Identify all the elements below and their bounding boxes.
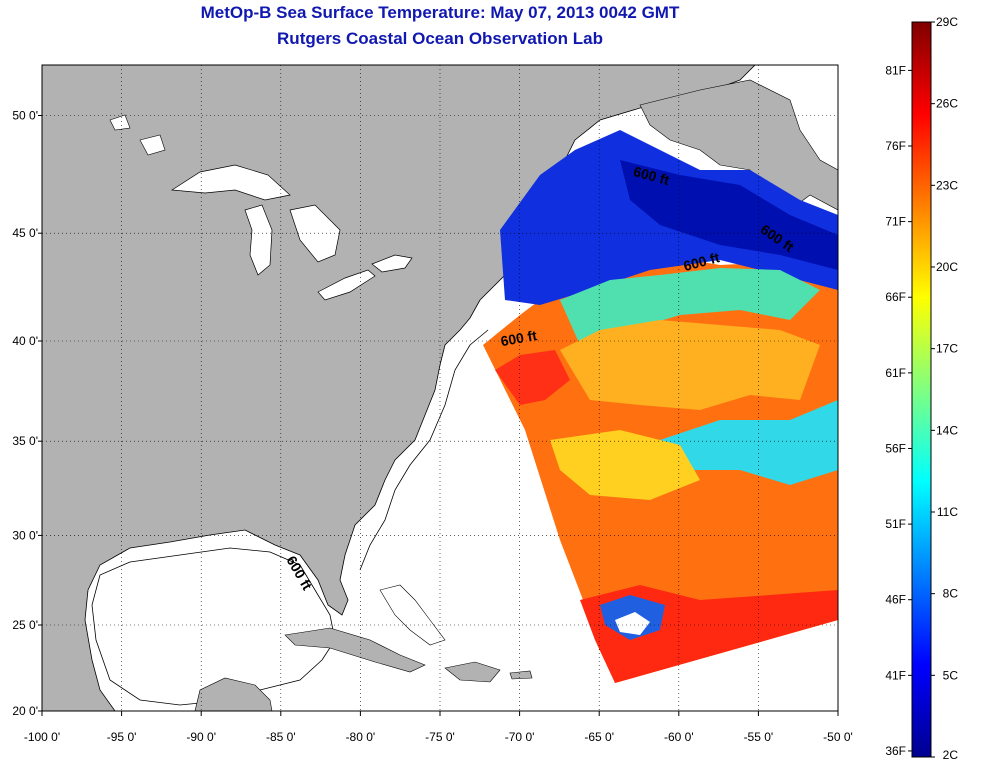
lake-erie [317, 269, 376, 301]
bahamas-banks [379, 584, 446, 646]
sst-mid-atlantic-red [495, 350, 570, 405]
sst-cloud-patch [615, 612, 650, 635]
lat-tick-label: 20 0' [12, 704, 38, 718]
lat-tick-label: 25 0' [12, 618, 38, 632]
hudson-bay-edge [109, 114, 166, 156]
land-puerto-rico [509, 670, 533, 680]
map-subtitle: Rutgers Coastal Ocean Observation Lab [277, 29, 603, 48]
colorbar-ticks: 29C 26C 23C 20C 17C 14C 11C 8C 5C 2C 81F 76F 71F 66F 6… [885, 15, 958, 762]
lat-tick-label: 35 0' [12, 434, 38, 448]
land-cuba [284, 627, 426, 673]
lon-tick-label: -95 0' [107, 730, 137, 744]
lon-tick-label: -80 0' [346, 730, 376, 744]
map-title: MetOp-B Sea Surface Temperature: May 07,… [200, 3, 680, 22]
lon-tick-label: -85 0' [266, 730, 296, 744]
land-yucatan [194, 677, 273, 711]
colorbar-f-label: 61F [885, 366, 906, 380]
colorbar-c-label: 8C [943, 587, 959, 601]
colorbar-gradient [911, 21, 932, 758]
lon-tick-label: -65 0' [584, 730, 614, 744]
colorbar-c-label: 17C [936, 342, 958, 356]
shelf-contour-atlantic [359, 329, 489, 571]
axis-labels: -100 0' -95 0' -90 0' -85 0' -80 0' -75 0' -70… [12, 108, 852, 744]
lon-tick-label: -70 0' [505, 730, 535, 744]
sst-mid-cyan [660, 400, 838, 485]
colorbar-f-label: 56F [885, 441, 906, 455]
sst-shelf-green [560, 268, 820, 345]
colorbar-f-label: 66F [885, 290, 906, 304]
colorbar-f-label: 71F [885, 215, 906, 229]
lon-tick-label: -50 0' [823, 730, 853, 744]
lon-tick-label: -60 0' [664, 730, 694, 744]
lon-tick-label: -55 0' [744, 730, 774, 744]
colorbar-c-label: 20C [936, 260, 958, 274]
colorbar-c-label: 11C [937, 505, 958, 519]
colorbar-f-label: 36F [885, 744, 906, 758]
lat-tick-label: 45 0' [12, 226, 38, 240]
shelf-contour-gulf [91, 547, 336, 706]
sst-labrador-cold [620, 160, 838, 270]
land-labrador [639, 79, 838, 211]
lake-michigan [244, 204, 273, 276]
sst-gulfstream-warm [560, 320, 820, 410]
colorbar-f-label: 51F [885, 517, 906, 531]
colorbar-f-label: 81F [885, 63, 906, 77]
colorbar-f-label: 46F [885, 593, 906, 607]
colorbar: 29C 26C 23C 20C 17C 14C 11C 8C 5C 2C 81F 76F 71F 66F 6… [885, 15, 958, 762]
colorbar-c-label: 23C [936, 178, 958, 192]
contour-label-600ft: 600 ft [499, 327, 538, 349]
lake-huron [289, 204, 341, 263]
graticule [42, 65, 838, 711]
sst-mid-yellow [550, 430, 700, 500]
colorbar-c-label: 5C [943, 668, 959, 682]
colorbar-f-label: 76F [885, 139, 906, 153]
lake-ontario [371, 254, 413, 273]
lon-tick-label: -100 0' [24, 730, 60, 744]
colorbar-c-label: 29C [936, 15, 958, 29]
lat-tick-label: 50 0' [12, 108, 38, 122]
land-hispaniola [444, 661, 501, 683]
colorbar-c-label: 2C [943, 748, 959, 762]
lat-tick-label: 30 0' [12, 528, 38, 542]
colorbar-f-label: 41F [885, 668, 906, 682]
colorbar-c-label: 14C [936, 423, 958, 437]
colorbar-c-label: 26C [936, 97, 958, 111]
lon-tick-label: -75 0' [425, 730, 455, 744]
lon-tick-label: -90 0' [186, 730, 216, 744]
lat-tick-label: 40 0' [12, 334, 38, 348]
sst-swath [483, 130, 838, 683]
